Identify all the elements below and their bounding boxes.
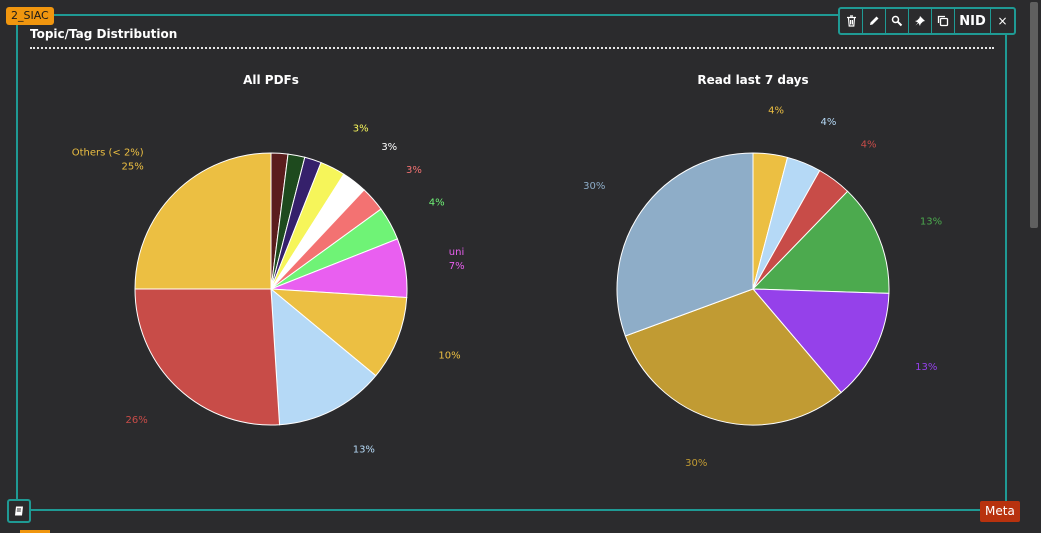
copy-button[interactable] <box>932 9 955 33</box>
magnifier-icon <box>891 15 903 27</box>
chart-panel <box>16 14 1007 511</box>
panel-tag-badge[interactable]: 2_SIAC <box>6 7 54 25</box>
slice-percent: 30% <box>583 181 605 192</box>
meta-button[interactable]: Meta <box>980 501 1020 522</box>
slice-label: Others (< 2%) <box>72 148 144 159</box>
pie-chart-2: Read last 7 days 4% 4% 4% 13% 13% 30% 30% <box>583 73 942 469</box>
chart-title: All PDFs <box>243 73 299 87</box>
search-button[interactable] <box>886 9 909 33</box>
close-icon: × <box>997 14 1008 28</box>
pie-slice[interactable] <box>624 288 842 426</box>
delete-button[interactable] <box>840 9 863 33</box>
next-panel-tab[interactable] <box>20 530 50 533</box>
slice-percent: 4% <box>821 117 837 128</box>
pie-slice[interactable] <box>134 288 281 426</box>
notebook-button[interactable] <box>7 499 31 523</box>
pie-slice[interactable] <box>616 152 754 337</box>
pie-slice[interactable] <box>134 152 272 290</box>
nid-button[interactable]: NID <box>955 9 991 33</box>
slice-percent: 7% <box>449 261 465 272</box>
title-divider <box>30 47 994 49</box>
slice-percent: 3% <box>406 165 422 176</box>
pie-chart-1: All PDFs 3% 3% 3% 4% uni 7% 10% 13% 26% Others (< … <box>72 73 465 455</box>
slice-percent: 4% <box>861 140 877 151</box>
slice-percent: 13% <box>920 216 942 227</box>
edit-button[interactable] <box>863 9 886 33</box>
slice-percent: 26% <box>126 415 148 426</box>
panel-title: Topic/Tag Distribution <box>30 27 178 41</box>
pie-slice[interactable] <box>269 288 408 377</box>
pie-slice[interactable] <box>270 287 377 426</box>
close-button[interactable]: × <box>991 9 1014 33</box>
slice-percent: 13% <box>915 362 937 373</box>
pie-slice[interactable] <box>751 190 890 294</box>
panel-toolbar: NID × <box>838 7 1016 35</box>
pencil-icon <box>868 15 880 27</box>
slice-percent: 3% <box>353 124 369 135</box>
scrollbar-thumb[interactable] <box>1030 2 1038 228</box>
pin-button[interactable] <box>909 9 932 33</box>
slice-percent: 10% <box>438 350 460 361</box>
slice-percent: 4% <box>768 105 784 116</box>
slice-percent: 30% <box>685 458 707 469</box>
pie-charts-area: All PDFs 3% 3% 3% 4% uni 7% 10% 13% 26% Others (< … <box>72 73 942 469</box>
copy-icon <box>937 15 949 27</box>
slice-percent: 4% <box>429 197 445 208</box>
chart-title: Read last 7 days <box>697 73 808 87</box>
notebook-icon <box>13 502 25 521</box>
slice-label: uni <box>449 247 464 258</box>
slice-percent: 25% <box>121 162 143 173</box>
trash-icon <box>846 15 857 27</box>
pin-icon <box>914 15 926 27</box>
slice-percent: 3% <box>381 142 397 153</box>
pie-slice[interactable] <box>751 288 890 394</box>
slice-percent: 13% <box>353 444 375 455</box>
